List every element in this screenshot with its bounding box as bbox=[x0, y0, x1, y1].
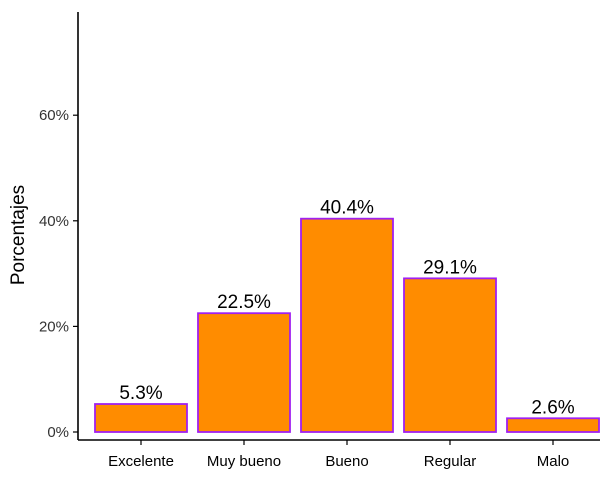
x-tick-label: Regular bbox=[424, 453, 477, 470]
x-tick-label: Malo bbox=[537, 453, 570, 470]
bar-value-label: 5.3% bbox=[119, 383, 162, 404]
x-axis: Excelente Muy bueno Bueno Regular Malo bbox=[78, 439, 600, 470]
x-tick-label: Bueno bbox=[325, 453, 368, 470]
y-axis-title-group: Porcentajes bbox=[8, 185, 29, 285]
bar-value-label: 29.1% bbox=[423, 257, 477, 278]
y-axis: 0% 20% 40% 60% bbox=[39, 12, 79, 441]
bar-value-label: 40.4% bbox=[320, 198, 374, 219]
bar-value-label: 22.5% bbox=[217, 292, 271, 313]
y-axis-title: Porcentajes bbox=[8, 185, 29, 285]
x-tick-label: Muy bueno bbox=[207, 453, 281, 470]
y-tick-label: 0% bbox=[47, 424, 69, 441]
bar-regular bbox=[403, 277, 497, 433]
y-tick-label: 20% bbox=[39, 318, 69, 335]
bar-excelente bbox=[94, 403, 188, 433]
bar-value-label: 2.6% bbox=[531, 397, 574, 418]
y-tick-label: 40% bbox=[39, 213, 69, 230]
bar-bueno bbox=[300, 217, 394, 433]
value-labels-group: 5.3% 22.5% 40.4% 29.1% 2.6% bbox=[119, 198, 574, 419]
bar-malo bbox=[506, 417, 600, 433]
bars-group bbox=[94, 217, 600, 433]
bar-muy-bueno bbox=[197, 312, 291, 433]
y-tick-label: 60% bbox=[39, 107, 69, 124]
x-tick-label: Excelente bbox=[108, 453, 174, 470]
